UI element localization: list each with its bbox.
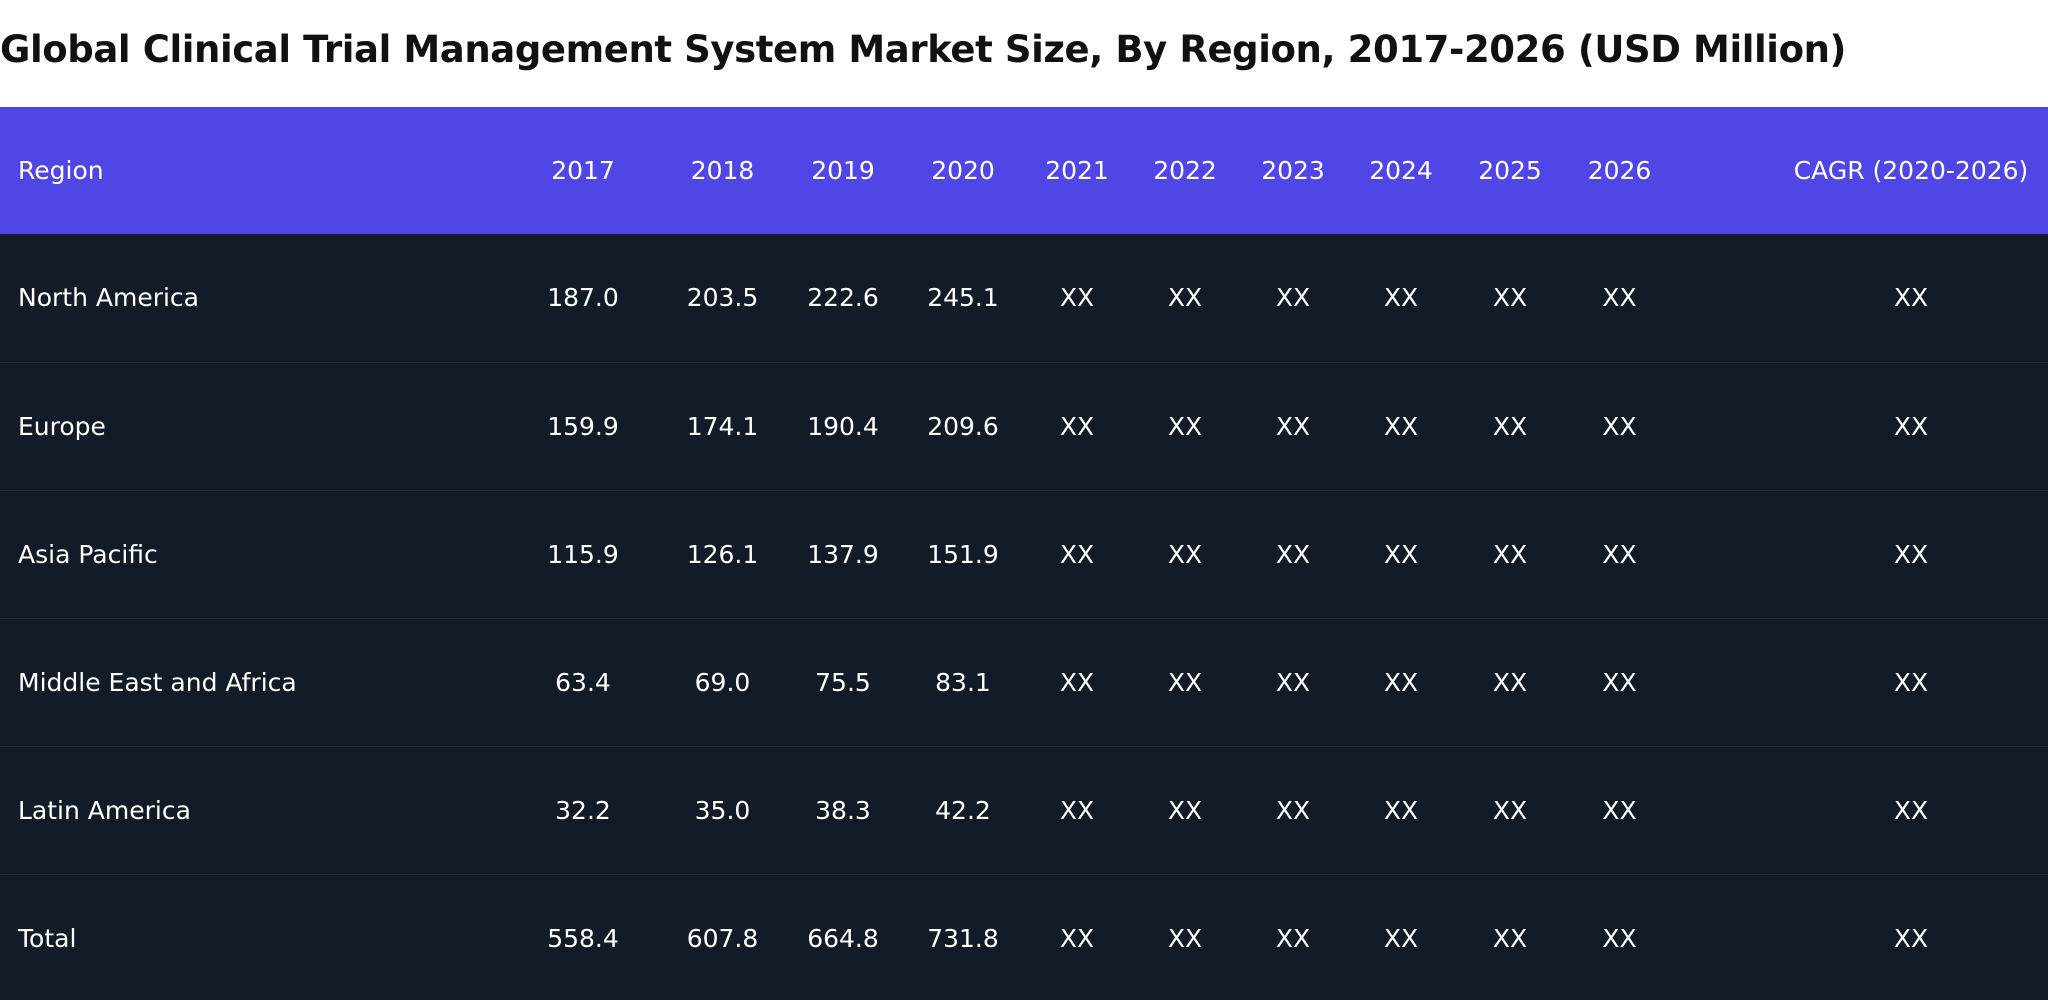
header-cell-2024: 2024 <box>1369 156 1433 185</box>
header-cell-2023: 2023 <box>1261 156 1325 185</box>
value-cell: XX <box>1565 873 1674 1000</box>
cagr-cell: XX <box>1674 873 2048 1000</box>
header-cell-2022: 2022 <box>1153 156 1217 185</box>
value-cell: 151.9 <box>903 489 1023 618</box>
value-cell: 38.3 <box>783 745 903 874</box>
value-cell: 63.4 <box>504 617 662 746</box>
value-cell: 187.0 <box>547 283 619 313</box>
value-cell: XX <box>1023 745 1131 874</box>
value-cell: XX <box>1455 873 1565 1000</box>
value-cell: 174.1 <box>662 361 783 490</box>
value-cell: XX <box>1023 361 1131 490</box>
header-cell-2017: 2017 <box>551 156 615 185</box>
header-cell-2025: 2025 <box>1478 156 1542 185</box>
value-cell: XX <box>1239 489 1347 618</box>
cagr-cell: XX <box>1674 361 2048 490</box>
table-row: Middle East and Africa 63.4 69.0 75.5 83.1 XX… <box>0 617 2048 746</box>
value-cell: XX <box>1131 745 1239 874</box>
value-cell: XX <box>1347 489 1455 618</box>
value-cell: 115.9 <box>504 489 662 618</box>
cagr-cell: XX <box>1674 617 2048 746</box>
header-cell-2021: 2021 <box>1045 156 1109 185</box>
value-cell: XX <box>1131 361 1239 490</box>
value-cell: 190.4 <box>783 361 903 490</box>
value-cell: XX <box>1023 873 1131 1000</box>
value-cell: XX <box>1239 873 1347 1000</box>
region-cell: Asia Pacific <box>0 489 504 618</box>
value-cell: XX <box>1239 617 1347 746</box>
region-cell: North America <box>18 283 199 313</box>
value-cell: XX <box>1565 745 1674 874</box>
value-cell: XX <box>1347 361 1455 490</box>
value-cell: 42.2 <box>903 745 1023 874</box>
value-cell: XX <box>1565 617 1674 746</box>
region-cell: Total <box>0 873 504 1000</box>
value-cell: 607.8 <box>662 873 783 1000</box>
value-cell: 731.8 <box>903 873 1023 1000</box>
header-cell-2018: 2018 <box>690 156 755 185</box>
value-cell: XX <box>1455 745 1565 874</box>
value-cell: XX <box>1131 873 1239 1000</box>
value-cell: 83.1 <box>903 617 1023 746</box>
table-row: North America 187.0 203.5 222.6 245.1 XX XX XX X… <box>0 234 2048 362</box>
value-cell: XX <box>1347 873 1455 1000</box>
value-cell: XX <box>1059 283 1095 313</box>
value-cell: 558.4 <box>504 873 662 1000</box>
value-cell: 245.1 <box>927 283 999 313</box>
header-cell-2020: 2020 <box>931 156 995 185</box>
value-cell: XX <box>1023 617 1131 746</box>
region-cell: Europe <box>0 361 504 490</box>
table-header-row: Region 2017 2018 2019 2020 2021 2022 202… <box>0 107 2048 234</box>
header-cell-2026: 2026 <box>1587 156 1652 185</box>
value-cell: XX <box>1565 489 1674 618</box>
value-cell: XX <box>1347 617 1455 746</box>
value-cell: 137.9 <box>783 489 903 618</box>
value-cell: 222.6 <box>807 283 879 313</box>
value-cell: XX <box>1023 489 1131 618</box>
value-cell: XX <box>1239 745 1347 874</box>
table-row: Total 558.4 607.8 664.8 731.8 XX XX XX XX XX XX XX <box>0 873 2048 1000</box>
value-cell: 35.0 <box>662 745 783 874</box>
value-cell: 69.0 <box>662 617 783 746</box>
value-cell: XX <box>1383 283 1419 313</box>
table-row: Latin America 32.2 35.0 38.3 42.2 XX XX XX XX XX X… <box>0 745 2048 874</box>
value-cell: XX <box>1565 361 1674 490</box>
value-cell: 203.5 <box>686 283 759 313</box>
value-cell: 126.1 <box>662 489 783 618</box>
region-cell: Latin America <box>0 745 504 874</box>
header-cell-2019: 2019 <box>811 156 875 185</box>
value-cell: XX <box>1455 361 1565 490</box>
value-cell: XX <box>1455 489 1565 618</box>
value-cell: XX <box>1455 617 1565 746</box>
value-cell: XX <box>1275 283 1311 313</box>
table-row: Asia Pacific 115.9 126.1 137.9 151.9 XX XX XX XX… <box>0 489 2048 618</box>
header-cell-cagr: CAGR (2020-2026) <box>1793 156 2029 185</box>
value-cell: XX <box>1131 489 1239 618</box>
value-cell: XX <box>1492 283 1528 313</box>
value-cell: 75.5 <box>783 617 903 746</box>
value-cell: XX <box>1131 617 1239 746</box>
value-cell: XX <box>1167 283 1203 313</box>
value-cell: XX <box>1347 745 1455 874</box>
header-cell-region: Region <box>18 156 104 185</box>
value-cell: 209.6 <box>903 361 1023 490</box>
market-size-table: Region 2017 2018 2019 2020 2021 2022 202… <box>0 107 2048 1000</box>
region-cell: Middle East and Africa <box>0 617 504 746</box>
value-cell: 664.8 <box>783 873 903 1000</box>
value-cell: 32.2 <box>504 745 662 874</box>
page-title: Global Clinical Trial Management System … <box>0 28 1847 71</box>
table-row: Europe 159.9 174.1 190.4 209.6 XX XX XX XX XX XX XX <box>0 361 2048 490</box>
cagr-cell: XX <box>1674 745 2048 874</box>
value-cell: 159.9 <box>504 361 662 490</box>
cagr-cell: XX <box>1893 283 1929 313</box>
value-cell: XX <box>1602 283 1637 313</box>
value-cell: XX <box>1239 361 1347 490</box>
cagr-cell: XX <box>1674 489 2048 618</box>
